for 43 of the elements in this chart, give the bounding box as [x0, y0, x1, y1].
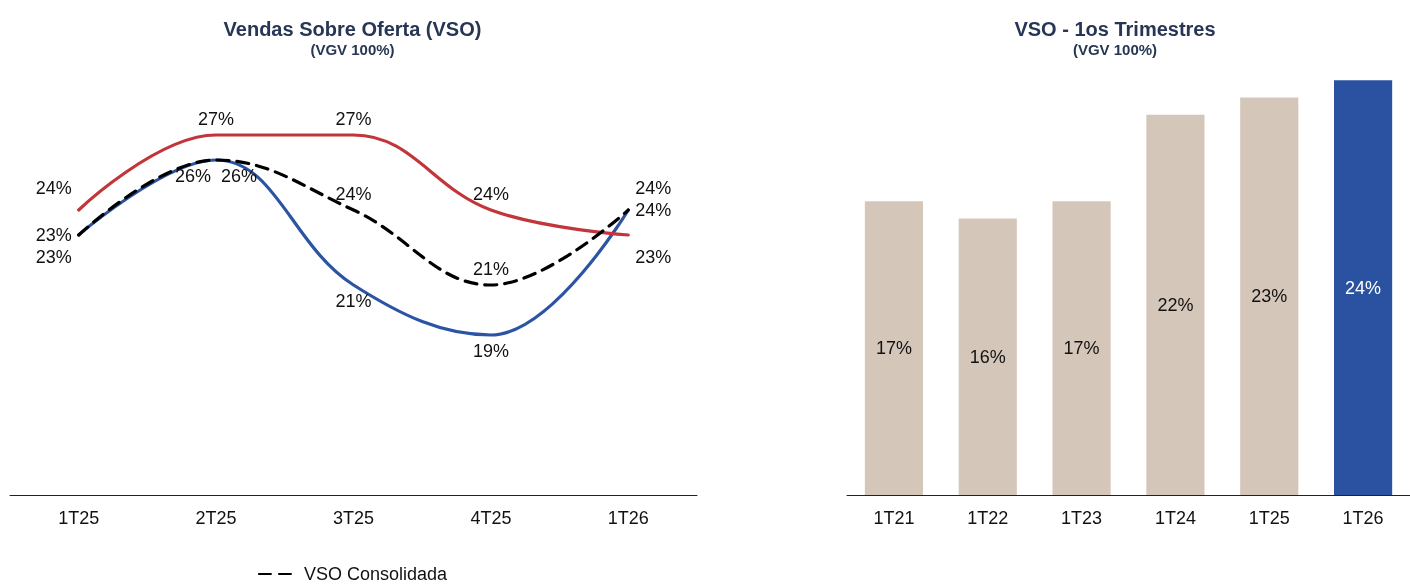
- data-label: 17%: [1063, 338, 1100, 359]
- x-tick-label: 1T21: [873, 508, 915, 528]
- x-tick-label: 1T25: [1248, 508, 1290, 528]
- data-label: 23%: [35, 247, 72, 267]
- data-label: 24%: [635, 178, 672, 198]
- x-tick-label: 1T22: [967, 508, 1009, 528]
- data-label: 17%: [875, 338, 912, 359]
- data-label: 16%: [969, 346, 1006, 367]
- data-label: 24%: [635, 200, 672, 220]
- data-label: 22%: [1157, 294, 1194, 315]
- bar: [864, 201, 924, 495]
- data-label: 23%: [635, 247, 672, 267]
- bar: [1146, 114, 1205, 495]
- data-label: 21%: [472, 259, 509, 279]
- data-label: 27%: [198, 109, 235, 129]
- chart-subtitle: (VGV 100%): [1072, 41, 1158, 58]
- x-tick-label: 1T26: [1342, 508, 1384, 528]
- x-tick-label: 1T25: [58, 508, 100, 528]
- bar: [958, 218, 1017, 495]
- chart-title: Vendas Sobre Oferta (VSO): [223, 18, 482, 40]
- legend-label: VSO Consolidada: [303, 564, 449, 584]
- data-label: 24%: [35, 178, 72, 198]
- data-label: 26%: [175, 166, 212, 186]
- x-tick-label: 2T25: [195, 508, 237, 528]
- x-tick-label: 1T26: [607, 508, 649, 528]
- chart-subtitle: (VGV 100%): [310, 41, 395, 58]
- data-label: 26%: [221, 166, 258, 186]
- data-label: 27%: [335, 109, 372, 129]
- data-label: 24%: [335, 184, 372, 204]
- x-tick-label: 1T24: [1154, 508, 1196, 528]
- data-label: 19%: [472, 341, 509, 361]
- data-label: 23%: [35, 225, 72, 245]
- data-label: 21%: [335, 291, 372, 311]
- x-tick-label: 3T25: [332, 508, 375, 528]
- bar: [1240, 97, 1299, 495]
- bar: [1334, 80, 1393, 495]
- data-label: 24%: [472, 184, 509, 204]
- x-tick-label: 1T23: [1061, 508, 1103, 528]
- data-label: 24%: [1345, 277, 1382, 298]
- bar: [1052, 201, 1111, 495]
- data-label: 23%: [1251, 286, 1288, 307]
- chart-title: VSO - 1os Trimestres: [1014, 18, 1216, 40]
- x-tick-label: 4T25: [470, 508, 512, 528]
